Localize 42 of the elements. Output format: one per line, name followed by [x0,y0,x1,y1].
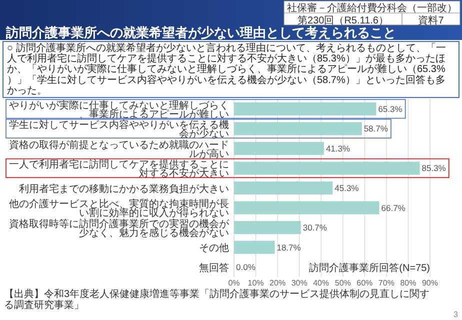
data-label: 65.3% [378,104,403,114]
x-tick-label: 90% [422,278,438,288]
bar [234,122,362,136]
data-label: 0.0% [236,262,256,272]
x-tick-label: 40% [313,278,330,288]
data-label: 85.3% [422,163,446,174]
x-tick-label: 80% [400,278,416,288]
bar [234,240,275,254]
annotation: 訪問介護事業所回答(N=75) [309,262,430,274]
x-tick-label: 0% [228,278,240,288]
y-tick-label: その他 [199,242,229,254]
text: 第230回（R5.11.6） [298,14,388,26]
y-tick-label: 学生に対してサービス内容ややりがいを伝える機会が少ない [9,119,229,140]
x-tick-label: 20% [270,278,286,288]
y-tick-label: 無回答 [199,262,229,274]
x-tick-label: 60% [356,278,373,288]
data-label: 41.3% [326,143,350,154]
y-tick-label: 他の介護サービスと比べ、実質的な拘束時間が長い割に効率的に収入が得られない [9,198,229,220]
bar [234,142,324,155]
x-tick-label: 50% [334,278,351,288]
x-tick-label: 30% [291,278,308,288]
text: 【出典】令和3年度老人保健健康増進等事業「訪問介護事業のサービス提供体制の見直しに関する調査研究事業」 [4,288,430,311]
bar [234,102,376,116]
data-label: 18.7% [276,242,302,252]
chart-title: 訪問介護事業所への就業希望者が少ない理由として考えられること [5,25,396,40]
y-tick-label: 利用者宅までの移動にかかる業務負担が大きい [19,182,229,195]
data-label: 45.3% [334,183,360,193]
data-label: 58.7% [364,124,388,134]
y-tick-label: 資格取得時等に訪問介護事業所での実習の機会が少なく、魅力を感じる機会がない [9,218,230,239]
x-tick-label: 10% [248,278,264,288]
y-tick-label: 資格の取得が前提となっているため就職のハードルが高い [9,138,229,160]
bar [234,201,380,214]
text: 資料7 [418,14,444,26]
bar [234,221,301,234]
text: 社保審－介護給付費分科会（一部改） [287,2,457,14]
data-label: 30.7% [302,222,328,233]
text: ○ 訪問介護事業所への就業希望者が少ないと言われる理由について、考えられるものとして、「一人で利用者宅に訪問してケアを提供することに対する不安が大きい（85.3%）」が最も多かったほか、「やりがいが実際に仕事してみないと理解しづらく、事業所によるアピールが難しい（65.3%）」「学生に対してサービス内容ややりがいを伝える機会が少ない（58.7%）」といった回答も多かった。 [7,42,446,96]
text: 3 [454,310,459,319]
data-label: 66.7% [381,202,406,213]
bar [234,162,420,175]
bar [234,181,333,195]
x-tick-label: 70% [378,278,394,288]
